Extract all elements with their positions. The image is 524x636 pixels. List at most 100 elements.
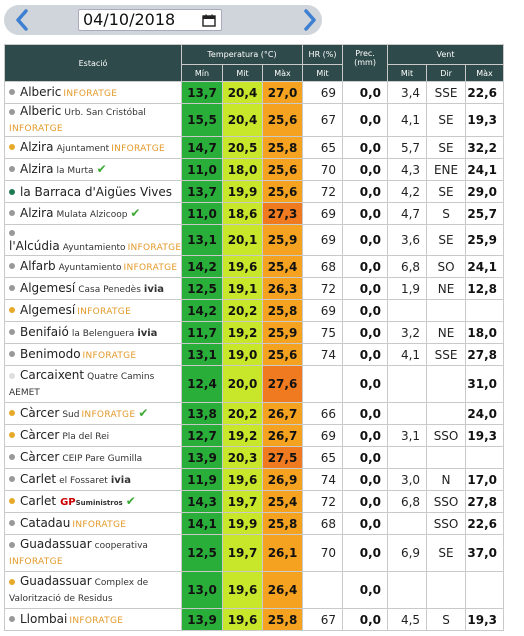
temp-max-header[interactable]: Màx xyxy=(261,64,304,82)
table-row[interactable]: Algemesí INFORATGE 14,2 20,2 25,8 69 0,0 xyxy=(4,299,505,322)
temp-mit-cell: 19,6 xyxy=(222,468,263,491)
station-name[interactable]: Alzira xyxy=(20,205,54,220)
wind-mean-cell: 4,1 xyxy=(387,103,428,137)
station-cell[interactable]: Càrcer Sud INFORATGE ✔ xyxy=(4,402,182,425)
table-row[interactable]: Llombai INFORATGE 13,9 19,6 25,8 67 0,0 4,5 S 19,… xyxy=(4,608,505,631)
station-cell[interactable]: Llombai INFORATGE xyxy=(4,608,182,631)
station-name[interactable]: Benimodo xyxy=(20,346,81,361)
station-cell[interactable]: Benimodo INFORATGE xyxy=(4,343,182,366)
station-cell[interactable]: Algemesí INFORATGE xyxy=(4,299,182,322)
station-cell[interactable]: Càrcer CEIP Pare Gumilla xyxy=(4,446,182,469)
station-cell[interactable]: Alzira Mulata Alzicoop ✔ xyxy=(4,202,182,225)
table-row[interactable]: Alfarb Ayuntamiento INFORATGE 14,2 19,6 25,4 6… xyxy=(4,255,505,278)
table-row[interactable]: Guadassuar Complex de Valorització de Resi… xyxy=(4,571,505,609)
station-name[interactable]: Carlet xyxy=(20,471,57,486)
table-row[interactable]: Càrcer Sud INFORATGE ✔ 13,8 20,2 26,7 66 0,0 24,0 xyxy=(4,402,505,425)
temp-min-header[interactable]: Mín xyxy=(181,64,223,82)
station-name[interactable]: l'Alcúdia xyxy=(9,239,60,253)
table-row[interactable]: Alzira Ajuntament INFORATGE 14,7 20,5 25,8 65 0… xyxy=(4,136,505,159)
status-dot-icon xyxy=(9,541,15,548)
table-row[interactable]: Càrcer CEIP Pare Gumilla 13,9 20,3 27,5 65 0,0 xyxy=(4,446,505,469)
humidity-cell: 72 xyxy=(302,180,344,203)
temp-min-cell: 13,9 xyxy=(181,608,223,631)
temp-mit-cell: 19,7 xyxy=(222,534,263,572)
station-cell[interactable]: Alberic INFORATGE xyxy=(4,81,182,104)
station-column-header[interactable]: Estació xyxy=(4,44,182,82)
temp-mit-header[interactable]: Mit xyxy=(222,64,263,82)
date-input[interactable]: 04/10/2018 xyxy=(78,9,222,31)
station-cell[interactable]: Carlet el Fossaret ivia xyxy=(4,468,182,491)
wind-mean-cell xyxy=(387,402,428,425)
station-cell[interactable]: Algemesí Casa Penedès ivia xyxy=(4,277,182,300)
station-cell[interactable]: Alzira la Murta ✔ xyxy=(4,158,182,181)
wind-max-cell xyxy=(465,299,505,322)
wind-max-cell: 27,8 xyxy=(465,343,505,366)
previous-day-button[interactable] xyxy=(8,5,36,35)
station-name[interactable]: Càrcer xyxy=(20,449,60,464)
station-cell[interactable]: Càrcer Pla del Rei xyxy=(4,424,182,447)
station-cell[interactable]: Carlet GPSuministros ✔ xyxy=(4,490,182,513)
station-name[interactable]: Alfarb xyxy=(20,258,56,273)
station-name[interactable]: la Barraca d'Aigües Vives xyxy=(20,184,173,199)
station-name[interactable]: Algemesí xyxy=(20,302,76,317)
station-name[interactable]: Alzira xyxy=(20,139,54,154)
station-cell[interactable]: Catadau INFORATGE xyxy=(4,512,182,535)
table-row[interactable]: Alberic INFORATGE 13,7 20,4 27,0 69 0,0 3,4 SSE 2… xyxy=(4,81,505,104)
wind-mit-header[interactable]: Mit xyxy=(387,64,428,82)
wind-max-header[interactable]: Màx xyxy=(465,64,505,82)
temp-max-cell: 27,5 xyxy=(261,446,304,469)
table-row[interactable]: la Barraca d'Aigües Vives 13,7 19,9 25,6 72 0… xyxy=(4,180,505,203)
station-cell[interactable]: l'Alcúdia Ayuntamiento INFORATGE xyxy=(4,224,182,256)
station-cell[interactable]: la Barraca d'Aigües Vives xyxy=(4,180,182,203)
table-row[interactable]: Guadassuar cooperativa INFORATGE 12,5 19,7 26… xyxy=(4,534,505,572)
table-row[interactable]: Benifaió la Belenguera ivia 11,7 19,2 25,9 75 0… xyxy=(4,321,505,344)
station-cell[interactable]: Benifaió la Belenguera ivia xyxy=(4,321,182,344)
station-name[interactable]: Carlet xyxy=(20,493,57,508)
station-name[interactable]: Llombai xyxy=(20,611,68,626)
temp-max-cell: 26,7 xyxy=(261,424,304,447)
table-row[interactable]: Algemesí Casa Penedès ivia 12,5 19,1 26,3 72 0,… xyxy=(4,277,505,300)
station-name[interactable]: Guadassuar xyxy=(20,537,92,551)
table-row[interactable]: Carlet el Fossaret ivia 11,9 19,6 26,9 74 0,0 3,… xyxy=(4,468,505,491)
precipitation-cell: 0,0 xyxy=(342,608,389,631)
station-name[interactable]: Alzira xyxy=(20,161,54,176)
table-row[interactable]: Càrcer Pla del Rei 12,7 19,2 26,7 69 0,0 3,1 SSO… xyxy=(4,424,505,447)
table-row[interactable]: Carlet GPSuministros ✔ 14,3 19,7 25,4 72 0,0 6,8… xyxy=(4,490,505,513)
wind-mean-cell: 5,7 xyxy=(387,136,428,159)
station-name[interactable]: Benifaió xyxy=(20,324,69,339)
station-name[interactable]: Carcaixent xyxy=(20,368,85,382)
station-location: Ajuntament xyxy=(56,143,110,154)
station-name[interactable]: Guadassuar xyxy=(20,574,92,588)
table-row[interactable]: Carcaixent Quatre Camins AEMET 12,4 20,0 27,6… xyxy=(4,365,505,403)
table-row[interactable]: Alberic Urb. San Cristóbal INFORATGE 15,5 20… xyxy=(4,103,505,137)
station-cell[interactable]: Alzira Ajuntament INFORATGE xyxy=(4,136,182,159)
table-row[interactable]: Catadau INFORATGE 14,1 19,9 25,8 68 0,0 SSO 22,6 xyxy=(4,512,505,535)
station-name[interactable]: Alberic xyxy=(20,84,62,99)
table-row[interactable]: Alzira Mulata Alzicoop ✔ 11,0 18,6 27,3 69 0,0 4… xyxy=(4,202,505,225)
wind-mean-cell: 3,0 xyxy=(387,468,428,491)
station-cell[interactable]: Guadassuar cooperativa INFORATGE xyxy=(4,534,182,572)
wind-direction-cell xyxy=(426,402,467,425)
precipitation-cell: 0,0 xyxy=(342,136,389,159)
table-row[interactable]: Benimodo INFORATGE 13,1 19,0 25,6 74 0,0 4,1 SSE… xyxy=(4,343,505,366)
next-day-button[interactable] xyxy=(296,5,324,35)
station-name[interactable]: Càrcer xyxy=(20,405,60,420)
station-name[interactable]: Càrcer xyxy=(20,427,60,442)
temp-max-cell: 26,7 xyxy=(261,402,304,425)
station-name[interactable]: Alberic xyxy=(20,104,62,119)
wind-direction-cell: SSE xyxy=(426,343,467,366)
calendar-icon[interactable] xyxy=(202,14,216,27)
station-cell[interactable]: Carcaixent Quatre Camins AEMET xyxy=(4,365,182,403)
station-name[interactable]: Algemesí xyxy=(20,280,76,295)
hr-mit-header[interactable]: Mit xyxy=(302,64,344,82)
table-row[interactable]: Alzira la Murta ✔ 11,0 18,0 25,6 70 0,0 4,3 ENE 24… xyxy=(4,158,505,181)
station-cell[interactable]: Alberic Urb. San Cristóbal INFORATGE xyxy=(4,103,182,137)
precipitation-cell: 0,0 xyxy=(342,158,389,181)
temp-mit-cell: 20,1 xyxy=(222,224,263,256)
station-name[interactable]: Catadau xyxy=(20,515,71,530)
table-row[interactable]: l'Alcúdia Ayuntamiento INFORATGE 13,1 20,1 25… xyxy=(4,224,505,256)
station-cell[interactable]: Alfarb Ayuntamiento INFORATGE xyxy=(4,255,182,278)
station-cell[interactable]: Guadassuar Complex de Valorització de Resi… xyxy=(4,571,182,609)
provider-label: INFORATGE xyxy=(77,306,132,317)
wind-dir-header[interactable]: Dir xyxy=(426,64,467,82)
